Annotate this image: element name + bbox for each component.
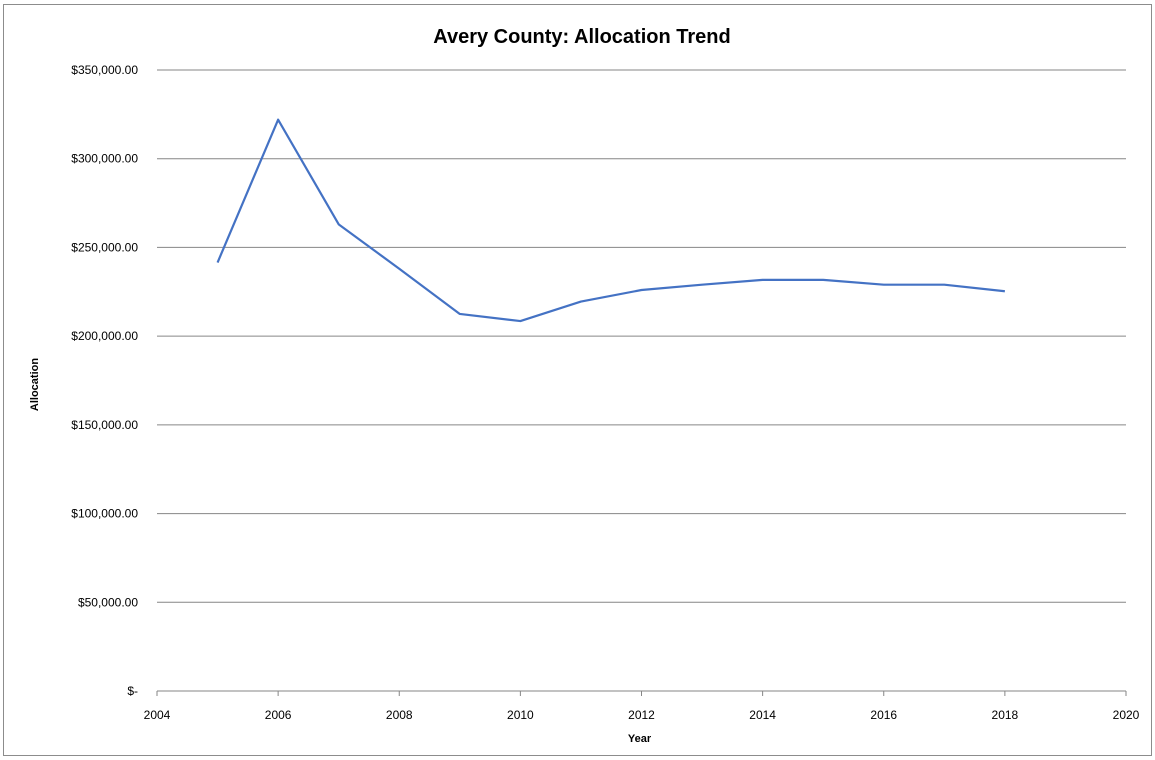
- y-tick-label: $100,000.00: [71, 507, 138, 521]
- y-tick-label: $200,000.00: [71, 329, 138, 343]
- x-tick-label: 2018: [992, 708, 1019, 722]
- x-tick-label: 2010: [507, 708, 534, 722]
- series-line: [216, 118, 1005, 323]
- x-tick-label: 2016: [870, 708, 897, 722]
- x-axis-title: Year: [628, 733, 652, 745]
- x-tick-label: 2004: [144, 708, 171, 722]
- y-tick-label: $300,000.00: [71, 152, 138, 166]
- x-tick-label: 2012: [628, 708, 655, 722]
- y-tick-label: $-: [127, 684, 138, 698]
- y-axis-title: Allocation: [29, 358, 41, 411]
- x-tick-label: 2014: [749, 708, 776, 722]
- chart-title: Avery County: Allocation Trend: [433, 26, 730, 48]
- x-tick-label: 2008: [386, 708, 413, 722]
- y-tick-label: $250,000.00: [71, 240, 138, 254]
- y-tick-label: $50,000.00: [78, 595, 138, 609]
- y-tick-label: $150,000.00: [71, 418, 138, 432]
- x-tick-label: 2006: [265, 708, 292, 722]
- chart-frame: [3, 4, 1152, 756]
- y-tick-label: $350,000.00: [71, 63, 138, 77]
- y-axis-ticks: $- $50,000.00 $100,000.00 $150,000.00 $200,0…: [71, 63, 138, 698]
- x-tick-label: 2020: [1113, 708, 1140, 722]
- gridlines: [157, 69, 1126, 603]
- series-layer: [216, 118, 1005, 323]
- x-axis-ticks: 2004 2006 2008 2010 2012 2014 2016 2018 2020: [144, 691, 1140, 722]
